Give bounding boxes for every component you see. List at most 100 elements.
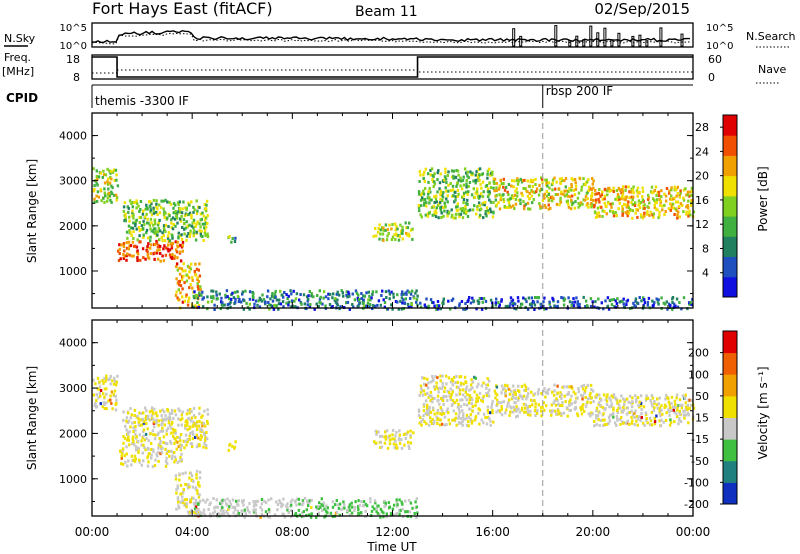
data-cell <box>630 415 633 419</box>
data-cell <box>135 227 138 231</box>
data-cell <box>256 303 259 307</box>
data-cell <box>170 246 174 250</box>
data-cell <box>449 387 452 391</box>
data-cell <box>200 229 203 233</box>
data-cell <box>362 504 365 508</box>
data-cell <box>153 437 157 441</box>
data-cell <box>195 445 199 449</box>
data-cell <box>150 406 154 410</box>
data-cell <box>468 181 472 184</box>
data-cell <box>584 305 587 308</box>
data-cell <box>621 209 624 213</box>
data-cell <box>684 401 687 405</box>
data-cell <box>297 497 301 501</box>
data-cell <box>129 416 132 420</box>
data-cell <box>307 298 310 301</box>
data-cell <box>303 302 306 306</box>
data-cell <box>387 232 390 235</box>
data-cell <box>162 224 166 228</box>
data-cell <box>170 411 174 415</box>
data-cell <box>560 177 564 181</box>
data-cell <box>170 431 173 435</box>
data-cell <box>409 435 412 439</box>
data-cell <box>506 206 509 210</box>
data-cell <box>404 221 407 225</box>
data-cell <box>605 212 608 216</box>
data-cell <box>480 418 483 422</box>
data-cell <box>157 446 160 450</box>
data-cell <box>384 430 387 434</box>
data-cell <box>678 398 682 402</box>
data-cell <box>658 409 661 413</box>
data-cell <box>615 414 619 418</box>
data-cell <box>379 228 382 232</box>
data-cell <box>602 424 605 427</box>
data-cell <box>362 500 366 504</box>
data-cell <box>285 293 288 297</box>
data-cell <box>443 386 447 390</box>
data-cell <box>463 209 466 213</box>
data-cell <box>196 209 199 213</box>
data-cell <box>346 295 349 299</box>
data-cell <box>329 292 332 296</box>
data-cell <box>439 172 442 176</box>
data-cell <box>134 445 138 449</box>
data-cell <box>252 500 255 503</box>
data-cell <box>456 380 459 384</box>
data-cell <box>689 301 692 304</box>
data-cell <box>190 416 194 420</box>
data-cell <box>164 223 168 227</box>
data-cell <box>523 383 526 387</box>
data-cell <box>187 486 190 490</box>
data-cell <box>120 456 123 460</box>
data-cell <box>529 409 532 413</box>
data-cell <box>485 392 488 396</box>
data-cell <box>386 234 389 238</box>
data-cell <box>639 394 643 398</box>
data-cell <box>640 213 643 217</box>
data-cell <box>464 212 468 215</box>
data-cell <box>137 423 141 427</box>
data-cell <box>297 508 301 512</box>
data-cell <box>436 409 440 412</box>
data-cell <box>202 421 205 425</box>
data-cell <box>627 211 630 215</box>
noise-tick-high-right: 10^5 <box>706 23 733 34</box>
data-cell <box>476 205 479 209</box>
data-cell <box>179 483 183 487</box>
data-cell <box>382 226 385 230</box>
data-cell <box>188 417 191 421</box>
data-cell <box>671 307 674 311</box>
data-cell <box>427 386 430 390</box>
data-cell <box>686 206 690 210</box>
data-cell <box>188 485 191 489</box>
data-cell <box>385 429 389 433</box>
data-cell <box>543 192 547 196</box>
data-cell <box>479 192 483 196</box>
data-cell <box>510 194 514 198</box>
data-cell <box>632 195 635 199</box>
data-cell <box>398 438 401 442</box>
data-cell <box>447 376 451 380</box>
data-cell <box>537 296 540 300</box>
data-cell <box>664 393 668 397</box>
data-cell <box>557 402 560 406</box>
data-cell <box>574 400 577 404</box>
data-cell <box>176 496 180 500</box>
data-cell <box>499 178 502 182</box>
data-cell <box>662 301 665 305</box>
data-cell <box>605 403 609 407</box>
data-cell <box>570 402 573 406</box>
data-cell <box>108 194 112 198</box>
data-cell <box>648 213 651 217</box>
data-cell <box>618 300 621 304</box>
data-cell <box>103 387 107 391</box>
data-cell <box>433 396 436 400</box>
noise-spike <box>519 35 523 47</box>
data-cell <box>135 435 138 439</box>
data-cell <box>610 394 613 398</box>
data-cell <box>185 273 188 277</box>
data-cell <box>157 459 160 463</box>
data-cell <box>185 220 188 224</box>
data-cell <box>482 216 485 220</box>
